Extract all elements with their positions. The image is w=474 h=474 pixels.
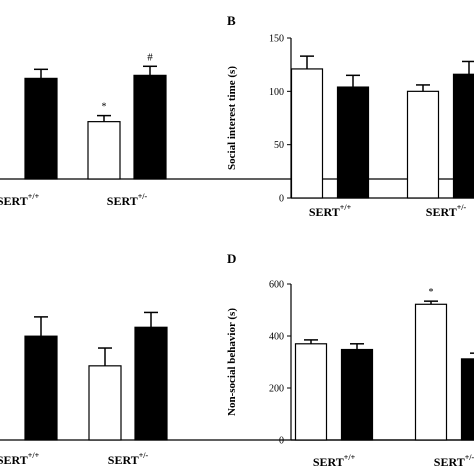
y-tick-label: 50 [274,140,284,151]
bar [294,343,328,441]
x-tick-label: SERT+/+ [0,192,40,208]
y-axis-label: Non-social behavior (s) [226,308,238,416]
bar [452,73,474,199]
y-tick-label: 600 [269,280,284,291]
bar [406,90,440,199]
x-tick-label-base: SERT [309,205,340,219]
bar [340,348,374,441]
bar [133,74,167,180]
x-tick-label-base: SERT [426,205,457,219]
y-tick-label: 150 [269,34,284,45]
x-tick-label: SERT+/- [426,203,467,219]
significance-mark: * [429,287,434,298]
significance-mark: # [147,51,153,63]
y-tick-label: 0 [279,194,284,205]
bar [24,335,58,441]
x-tick-label: SERT+/+ [309,203,352,219]
x-tick-label-base: SERT [107,194,138,208]
bar [460,358,474,441]
bar [88,365,122,441]
y-tick-label: 400 [269,332,284,343]
chart-panel-1: SERT+/+*#SERT+/- [0,51,474,208]
x-tick-label-base: SERT [0,194,28,208]
panel-letter: D [227,251,236,266]
bar [134,326,168,441]
x-tick-label-superscript: +/+ [340,203,352,212]
x-tick-label-superscript: +/+ [28,451,40,460]
x-tick-label-superscript: +/- [457,203,467,212]
x-tick-label: SERT+/+ [0,451,40,467]
x-tick-label-base: SERT [313,455,344,469]
x-tick-label-superscript: +/+ [28,192,40,201]
x-tick-label-base: SERT [434,455,465,469]
chart-panel-3: SERT+/+ SERT+/- [0,311,474,467]
x-tick-label-superscript: +/- [465,453,474,462]
x-tick-label: SERT+/- [434,453,474,469]
y-tick-label: 200 [269,384,284,395]
x-tick-label: SERT+/- [108,451,149,467]
x-tick-label: SERT+/- [107,192,148,208]
x-tick-label-superscript: +/- [138,192,148,201]
y-tick-label: 0 [279,436,284,447]
y-axis-label: Social interest time (s) [226,66,238,170]
bar [87,121,121,180]
panel-letter: B [227,13,236,28]
bar [336,86,370,199]
x-tick-label-superscript: +/+ [344,453,356,462]
x-tick-label-base: SERT [108,453,139,467]
bar [414,303,448,441]
y-tick-label: 100 [269,87,284,98]
significance-mark: * [102,102,107,113]
bar [290,68,324,199]
bar [24,77,58,180]
x-tick-label-superscript: +/- [139,451,149,460]
x-tick-label-base: SERT [0,453,28,467]
x-tick-label: SERT+/+ [313,453,356,469]
